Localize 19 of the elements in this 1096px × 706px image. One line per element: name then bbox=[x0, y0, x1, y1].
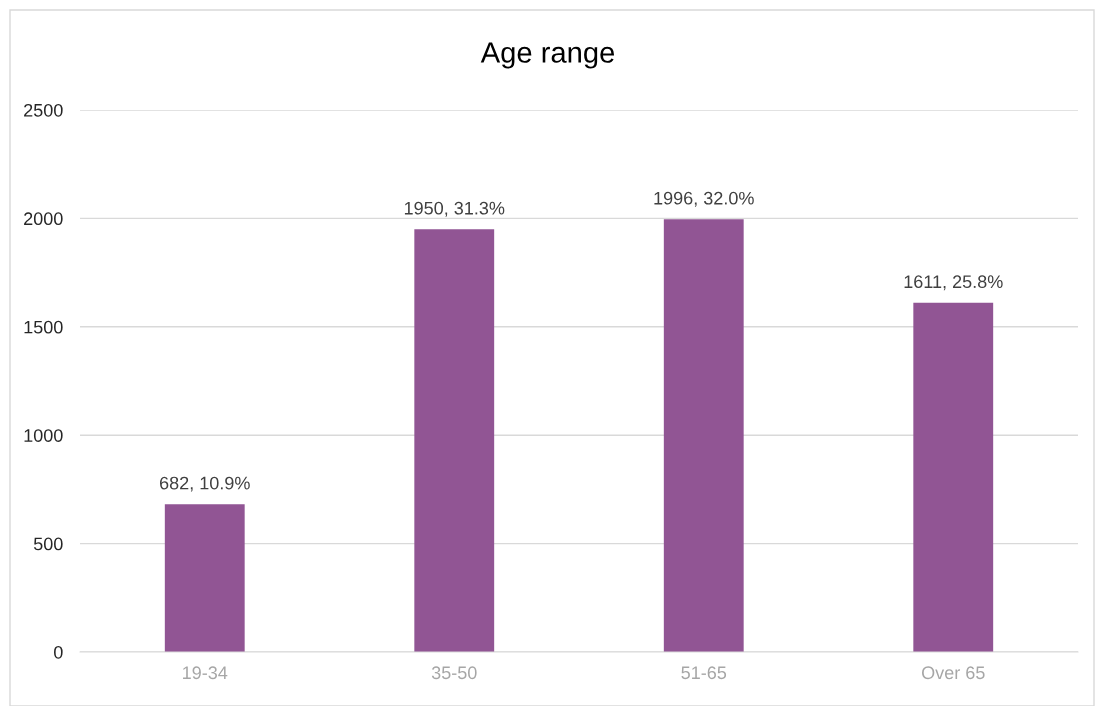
x-tick-label: 19-34 bbox=[183, 666, 228, 680]
data-label: 1950, 31.3% bbox=[404, 201, 505, 217]
x-tick-label: 35-50 bbox=[431, 666, 477, 680]
chart-title: Age range bbox=[480, 42, 615, 69]
y-tick-label: 1500 bbox=[24, 320, 63, 334]
y-tick-label: 1000 bbox=[24, 429, 63, 442]
bar bbox=[663, 219, 744, 652]
x-tick-label: Over 65 bbox=[921, 666, 985, 680]
bar bbox=[414, 229, 495, 652]
data-label: 1996, 32.0% bbox=[654, 191, 754, 207]
data-label: 682, 10.9% bbox=[159, 476, 250, 492]
bar bbox=[164, 504, 245, 652]
data-label: 1611, 25.8% bbox=[904, 275, 1003, 291]
y-tick-label: 500 bbox=[33, 537, 63, 551]
y-tick-label: 0 bbox=[54, 645, 63, 659]
bar bbox=[913, 302, 994, 652]
y-tick-label: 2500 bbox=[24, 103, 63, 117]
y-tick-label: 2000 bbox=[24, 212, 63, 226]
x-tick-label: 51-65 bbox=[681, 666, 727, 680]
